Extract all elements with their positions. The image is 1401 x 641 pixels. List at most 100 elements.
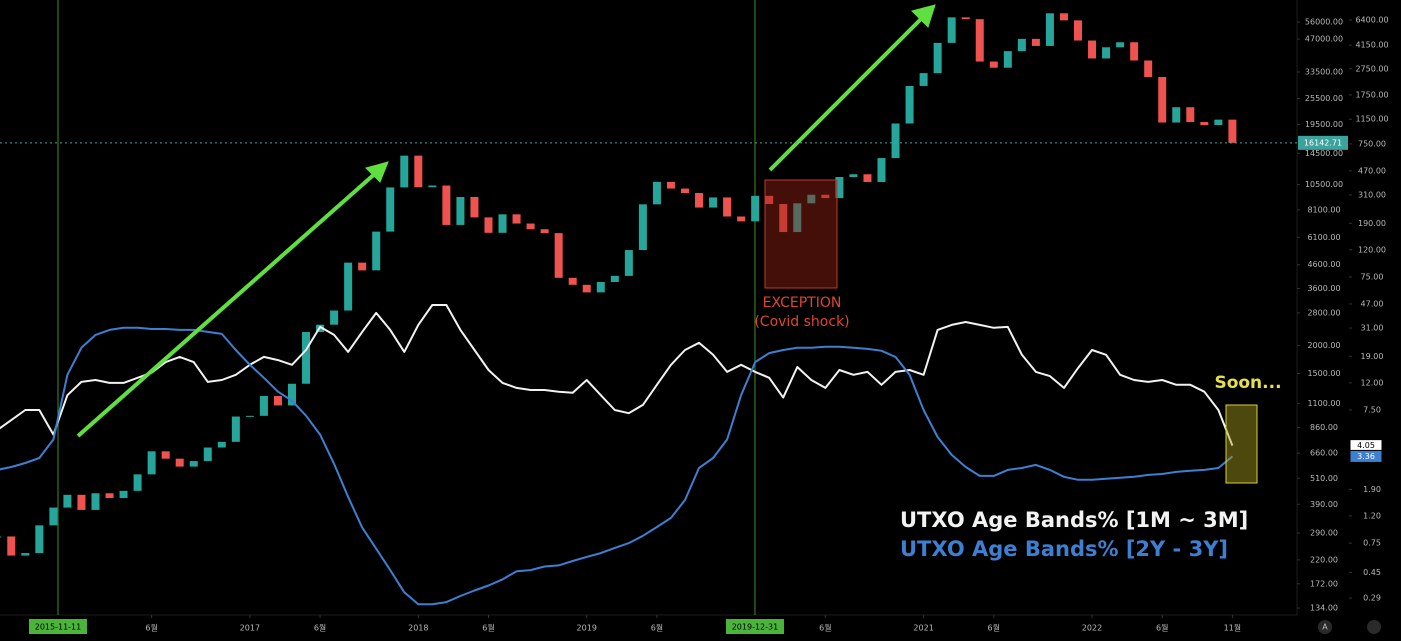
candle xyxy=(540,229,549,234)
candle xyxy=(400,155,409,188)
y2-tick-label: 0.29 xyxy=(1363,593,1381,602)
candle xyxy=(807,194,816,204)
candle xyxy=(1130,42,1139,61)
candle xyxy=(779,203,788,233)
arrows xyxy=(76,4,936,438)
y2-tick-label: 0.45 xyxy=(1363,568,1381,577)
y-tick-label: 47000.00 xyxy=(1305,35,1343,44)
candle xyxy=(765,195,774,204)
candle xyxy=(470,197,479,218)
y2-tick-label: 4150.00 xyxy=(1355,41,1388,50)
candle xyxy=(203,447,212,462)
y2-tick-label: 19.00 xyxy=(1361,352,1384,361)
x-tick-label: 6월 xyxy=(482,623,494,633)
candle xyxy=(119,490,128,499)
candle xyxy=(975,19,984,62)
arrow-head xyxy=(911,4,936,28)
candle xyxy=(49,507,58,526)
y2-tick-label: 2750.00 xyxy=(1355,64,1388,73)
candle xyxy=(175,458,184,467)
candle xyxy=(133,474,142,491)
y2-tick-label: 1750.00 xyxy=(1355,90,1388,99)
candle xyxy=(737,216,746,222)
candle xyxy=(217,441,226,448)
y2-tick-label: 1150.00 xyxy=(1355,115,1388,124)
y2-tick-label: 31.00 xyxy=(1361,324,1384,333)
candle xyxy=(1017,38,1026,52)
candle xyxy=(1158,77,1167,123)
annotation: (Covid shock) xyxy=(754,314,849,330)
y-tick-label: 1500.00 xyxy=(1307,369,1340,378)
candle xyxy=(231,416,240,442)
x-tick-label: 6월 xyxy=(1156,623,1168,633)
series-line xyxy=(0,304,1234,446)
candle xyxy=(680,188,689,193)
candle xyxy=(1003,51,1012,68)
y2-tick-label: 310.00 xyxy=(1358,190,1386,199)
candle xyxy=(161,451,170,459)
y-tick-label: 8100.00 xyxy=(1307,205,1340,214)
vertical-marker-label-bg xyxy=(725,619,784,634)
candle xyxy=(147,451,156,475)
plot-area xyxy=(0,0,1237,615)
y-tick-label: 19500.00 xyxy=(1305,120,1343,129)
y-tick-label: 860.00 xyxy=(1310,423,1338,432)
candle xyxy=(1102,47,1111,59)
y-tick-label: 4600.00 xyxy=(1307,260,1340,269)
candle xyxy=(189,461,198,467)
candle xyxy=(919,73,928,86)
candle xyxy=(21,553,30,556)
x-tick-label: 2018 xyxy=(408,624,428,633)
x-tick-label: 11월 xyxy=(1224,623,1242,633)
candle xyxy=(245,415,254,417)
x-tick-label: 6월 xyxy=(145,623,157,633)
candle xyxy=(77,494,86,510)
x-tick-label: 2017 xyxy=(240,624,260,633)
settings-button[interactable] xyxy=(1367,620,1381,634)
y-tick-label: 2800.00 xyxy=(1307,308,1340,317)
candle xyxy=(0,536,2,538)
candle xyxy=(1144,60,1153,78)
candle xyxy=(793,203,802,233)
candle xyxy=(821,194,830,199)
candle xyxy=(709,197,718,208)
y2-tick-label: 6400.00 xyxy=(1355,16,1388,25)
candle xyxy=(330,310,339,325)
candle xyxy=(989,61,998,68)
exception-box xyxy=(764,179,838,289)
candle xyxy=(1045,13,1054,46)
y-tick-label: 33500.00 xyxy=(1305,67,1343,76)
y2-tick-label: 470.00 xyxy=(1358,166,1386,175)
y-tick-label: 6100.00 xyxy=(1307,233,1340,242)
x-tick-label: 2021 xyxy=(913,624,933,633)
y-tick-label: 660.00 xyxy=(1310,449,1338,458)
candle xyxy=(91,493,100,510)
trend-arrow xyxy=(768,13,927,172)
candle xyxy=(7,536,16,556)
candle xyxy=(498,214,507,233)
y-tick-label: 25500.00 xyxy=(1305,94,1343,103)
candle xyxy=(695,192,704,208)
y2-tick-label: 120.00 xyxy=(1358,245,1386,254)
candle xyxy=(63,494,72,508)
y-tick-label: 3600.00 xyxy=(1307,284,1340,293)
candle xyxy=(652,181,661,205)
candle xyxy=(358,262,367,271)
scale-button[interactable] xyxy=(1318,620,1332,634)
candle xyxy=(751,195,760,222)
candle xyxy=(273,395,282,406)
candle xyxy=(582,284,591,293)
annotation: EXCEPTION xyxy=(763,295,842,311)
candle xyxy=(666,181,675,189)
candle xyxy=(596,282,605,293)
current-price-label: 16142.71 xyxy=(1304,138,1342,147)
candle xyxy=(1228,119,1237,143)
scale-button-label[interactable]: A xyxy=(1322,623,1328,632)
y2-tick-label: 12.00 xyxy=(1361,378,1384,387)
candle xyxy=(105,493,114,499)
trend-arrow xyxy=(76,169,380,438)
legend-entry: UTXO Age Bands% [1M ~ 3M] xyxy=(900,508,1248,532)
candle xyxy=(414,155,423,188)
